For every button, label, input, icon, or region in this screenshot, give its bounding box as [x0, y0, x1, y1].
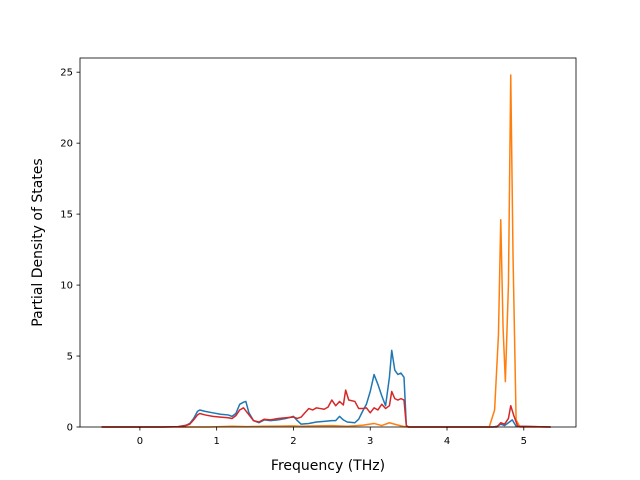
plot-frame — [79, 57, 577, 428]
x-tick-label: 2 — [290, 436, 296, 447]
x-tick-label: 0 — [137, 436, 143, 447]
x-tick-label: 5 — [521, 436, 527, 447]
x-axis-label: Frequency (THz) — [271, 458, 385, 474]
x-tick-label: 3 — [367, 436, 373, 447]
y-tick-label: 10 — [60, 281, 73, 292]
series-layer — [101, 74, 551, 428]
y-tick-label: 0 — [67, 423, 73, 434]
series-line-3 — [101, 389, 551, 428]
series-line-1 — [101, 349, 551, 428]
series-line-2 — [101, 74, 551, 428]
y-axis-label: Partial Density of States — [30, 158, 46, 326]
x-tick-label: 4 — [444, 436, 450, 447]
y-tick-label: 15 — [60, 210, 73, 221]
y-tick-label: 20 — [60, 139, 73, 150]
y-tick-label: 5 — [67, 352, 73, 363]
ticks-layer: 0 1 2 3 4 5 0 5 10 15 20 25 — [60, 68, 527, 447]
x-tick-label: 1 — [213, 436, 219, 447]
y-tick-label: 25 — [60, 68, 73, 79]
